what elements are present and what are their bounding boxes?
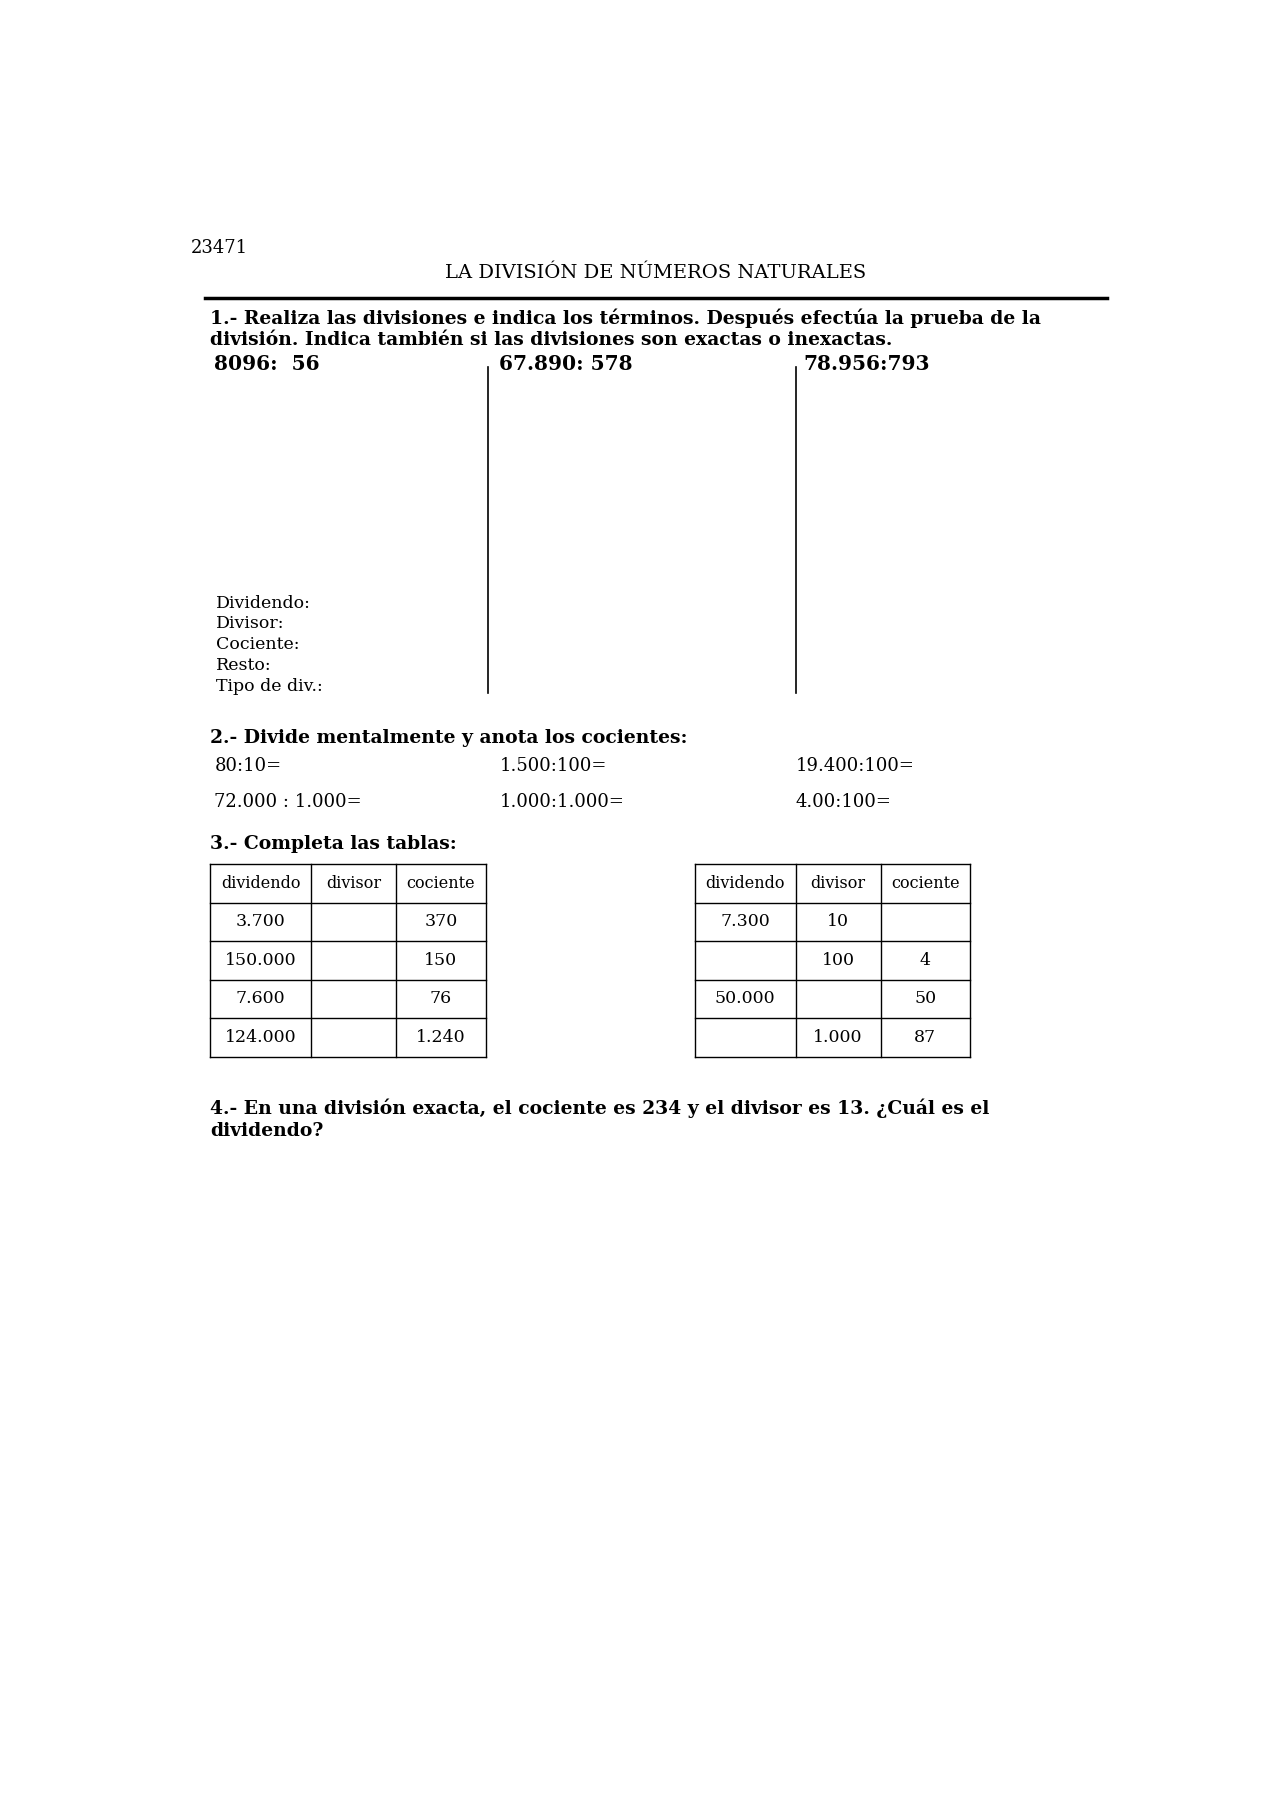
- Text: 23471: 23471: [191, 239, 248, 257]
- Text: 76: 76: [430, 991, 452, 1007]
- Text: LA DIVISIÓN DE NÚMEROS NATURALES: LA DIVISIÓN DE NÚMEROS NATURALES: [445, 264, 867, 281]
- Text: Resto:: Resto:: [216, 657, 271, 674]
- Text: 1.500:100=: 1.500:100=: [499, 757, 607, 775]
- Text: 87: 87: [914, 1029, 937, 1047]
- Text: 7.600: 7.600: [236, 991, 285, 1007]
- Text: 2.- Divide mentalmente y anota los cocientes:: 2.- Divide mentalmente y anota los cocie…: [210, 730, 687, 748]
- Text: divisor: divisor: [810, 875, 865, 891]
- Text: 72.000 : 1.000=: 72.000 : 1.000=: [214, 793, 362, 811]
- Text: 80:10=: 80:10=: [214, 757, 282, 775]
- Text: 7.300: 7.300: [721, 913, 771, 931]
- Text: 1.- Realiza las divisiones e indica los términos. Después efectúa la prueba de l: 1.- Realiza las divisiones e indica los …: [210, 308, 1041, 328]
- Text: 150.000: 150.000: [225, 953, 297, 969]
- Text: Divisor:: Divisor:: [216, 616, 284, 632]
- Text: 50.000: 50.000: [714, 991, 776, 1007]
- Text: 4.- En una división exacta, el cociente es 234 y el divisor es 13. ¿Cuál es el: 4.- En una división exacta, el cociente …: [210, 1099, 989, 1119]
- Text: dividendo: dividendo: [221, 875, 301, 891]
- Text: 67.890: 578: 67.890: 578: [499, 355, 634, 375]
- Text: 150: 150: [425, 953, 457, 969]
- Text: 4.00:100=: 4.00:100=: [795, 793, 891, 811]
- Text: dividendo: dividendo: [705, 875, 785, 891]
- Text: división. Indica también si las divisiones son exactas o inexactas.: división. Indica también si las division…: [210, 331, 892, 348]
- Text: 3.- Completa las tablas:: 3.- Completa las tablas:: [210, 835, 457, 853]
- Text: divisor: divisor: [326, 875, 381, 891]
- Text: 1.000: 1.000: [813, 1029, 863, 1047]
- Text: Cociente:: Cociente:: [216, 636, 300, 654]
- Text: dividendo?: dividendo?: [210, 1123, 324, 1141]
- Text: 10: 10: [827, 913, 849, 931]
- Text: 1.240: 1.240: [416, 1029, 466, 1047]
- Text: cociente: cociente: [407, 875, 475, 891]
- Text: 370: 370: [424, 913, 457, 931]
- Text: 78.956:793: 78.956:793: [804, 355, 929, 375]
- Text: 50: 50: [914, 991, 937, 1007]
- Text: 4: 4: [920, 953, 931, 969]
- Text: 8096:  56: 8096: 56: [214, 355, 320, 375]
- Text: cociente: cociente: [891, 875, 960, 891]
- Text: Tipo de div.:: Tipo de div.:: [216, 677, 323, 695]
- Text: 1.000:1.000=: 1.000:1.000=: [499, 793, 625, 811]
- Text: 124.000: 124.000: [225, 1029, 297, 1047]
- Text: 100: 100: [822, 953, 855, 969]
- Text: 3.700: 3.700: [236, 913, 285, 931]
- Text: Dividendo:: Dividendo:: [216, 594, 311, 612]
- Text: 19.400:100=: 19.400:100=: [795, 757, 914, 775]
